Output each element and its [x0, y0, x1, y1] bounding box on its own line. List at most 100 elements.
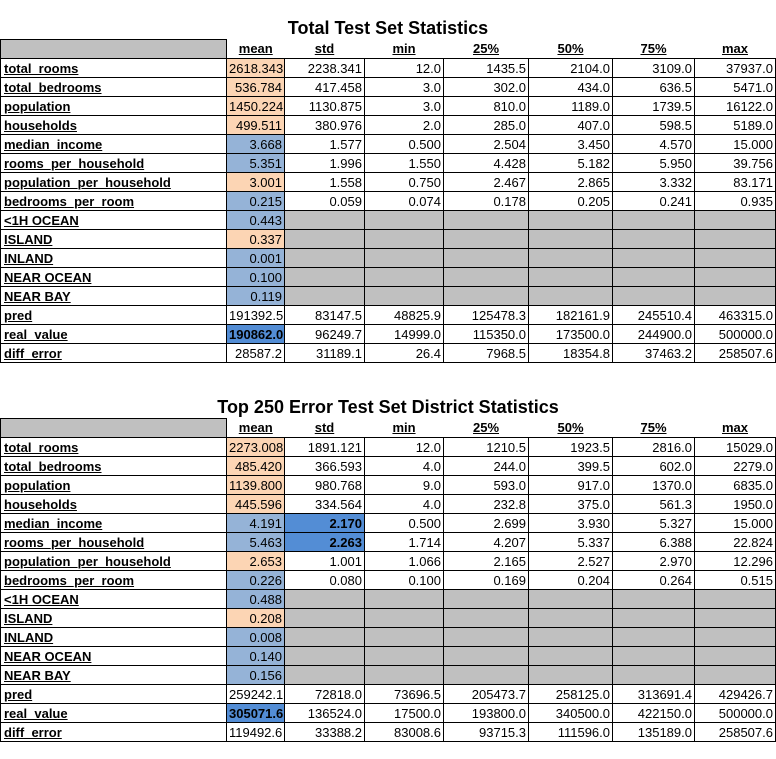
value-cell: 399.5	[528, 456, 613, 476]
row-label: rooms_per_household	[0, 153, 227, 173]
row-label: INLAND	[0, 248, 227, 268]
value-cell: 3.450	[528, 134, 613, 154]
value-cell: 2.0	[364, 115, 444, 135]
value-cell	[364, 267, 444, 287]
value-cell: 5.351	[226, 153, 285, 173]
value-cell: 182161.9	[528, 305, 613, 325]
value-cell: 2.165	[443, 551, 529, 571]
value-cell: 2279.0	[694, 456, 776, 476]
value-cell: 37463.2	[612, 343, 695, 363]
value-cell: 2.527	[528, 551, 613, 571]
value-cell: 15029.0	[694, 437, 776, 457]
row-label: NEAR OCEAN	[0, 646, 227, 666]
value-cell: 0.337	[226, 229, 285, 249]
value-cell: 1139.800	[226, 475, 285, 495]
value-cell	[364, 589, 444, 609]
value-cell: 500000.0	[694, 324, 776, 344]
column-header: mean	[226, 418, 285, 438]
value-cell: 0.169	[443, 570, 529, 590]
value-cell	[694, 267, 776, 287]
value-cell: 0.205	[528, 191, 613, 211]
value-cell: 499.511	[226, 115, 285, 135]
value-cell: 4.191	[226, 513, 285, 533]
value-cell	[284, 267, 365, 287]
value-cell: 6835.0	[694, 475, 776, 495]
value-cell	[364, 608, 444, 628]
value-cell: 602.0	[612, 456, 695, 476]
row-label: NEAR BAY	[0, 665, 227, 685]
row-label: households	[0, 115, 227, 135]
value-cell: 15.000	[694, 134, 776, 154]
value-cell	[528, 248, 613, 268]
value-cell	[443, 608, 529, 628]
row-label: INLAND	[0, 627, 227, 647]
table-row: pred 259242.1 72818.0 73696.5 205473.7 258125…	[0, 684, 776, 704]
value-cell	[284, 248, 365, 268]
row-label: ISLAND	[0, 608, 227, 628]
top-250-error-section: Top 250 Error Test Set District Statisti…	[0, 396, 776, 742]
value-cell: 14999.0	[364, 324, 444, 344]
row-label: real_value	[0, 324, 227, 344]
value-cell: 1.577	[284, 134, 365, 154]
value-cell	[443, 665, 529, 685]
value-cell: 0.059	[284, 191, 365, 211]
value-cell: 17500.0	[364, 703, 444, 723]
table-row: NEAR OCEAN 0.140	[0, 646, 776, 666]
value-cell: 173500.0	[528, 324, 613, 344]
column-header: min	[364, 418, 444, 438]
value-cell: 232.8	[443, 494, 529, 514]
value-cell: 73696.5	[364, 684, 444, 704]
value-cell	[364, 665, 444, 685]
corner-cell	[0, 39, 227, 59]
value-cell	[694, 627, 776, 647]
value-cell: 2.467	[443, 172, 529, 192]
value-cell: 0.750	[364, 172, 444, 192]
value-cell: 1891.121	[284, 437, 365, 457]
value-cell	[364, 627, 444, 647]
value-cell	[612, 248, 695, 268]
value-cell: 0.204	[528, 570, 613, 590]
value-cell: 2.699	[443, 513, 529, 533]
value-cell: 4.0	[364, 456, 444, 476]
value-cell	[284, 286, 365, 306]
value-cell: 244900.0	[612, 324, 695, 344]
value-cell: 1.558	[284, 172, 365, 192]
row-label: households	[0, 494, 227, 514]
value-cell: 96249.7	[284, 324, 365, 344]
column-header: max	[694, 418, 776, 438]
row-label: total_rooms	[0, 58, 227, 78]
value-cell	[612, 665, 695, 685]
stats-table: mean std min 25% 50% 75% max total_rooms 2273.00…	[0, 418, 776, 742]
table-row: households 499.511 380.976 2.0 285.0 407.0 598…	[0, 115, 776, 135]
value-cell: 810.0	[443, 96, 529, 116]
row-label: population_per_household	[0, 551, 227, 571]
row-label: pred	[0, 305, 227, 325]
row-label: pred	[0, 684, 227, 704]
value-cell: 4.0	[364, 494, 444, 514]
value-cell: 83008.6	[364, 722, 444, 742]
value-cell: 0.008	[226, 627, 285, 647]
value-cell: 429426.7	[694, 684, 776, 704]
table-row: total_rooms 2618.343 2238.341 12.0 1435.5 210…	[0, 58, 776, 78]
table-row: NEAR BAY 0.119	[0, 286, 776, 306]
row-label: total_bedrooms	[0, 456, 227, 476]
value-cell: 18354.8	[528, 343, 613, 363]
table-row: NEAR BAY 0.156	[0, 665, 776, 685]
value-cell: 7968.5	[443, 343, 529, 363]
row-label: median_income	[0, 134, 227, 154]
value-cell: 1210.5	[443, 437, 529, 457]
value-cell	[612, 210, 695, 230]
value-cell: 334.564	[284, 494, 365, 514]
value-cell: 135189.0	[612, 722, 695, 742]
value-cell	[694, 608, 776, 628]
value-cell: 83147.5	[284, 305, 365, 325]
value-cell	[284, 646, 365, 666]
value-cell: 1.066	[364, 551, 444, 571]
table-row: INLAND 0.001	[0, 248, 776, 268]
value-cell: 5189.0	[694, 115, 776, 135]
row-label: <1H OCEAN	[0, 210, 227, 230]
value-cell: 2.263	[284, 532, 365, 552]
row-label: NEAR OCEAN	[0, 267, 227, 287]
value-cell: 1435.5	[443, 58, 529, 78]
value-cell: 6.388	[612, 532, 695, 552]
